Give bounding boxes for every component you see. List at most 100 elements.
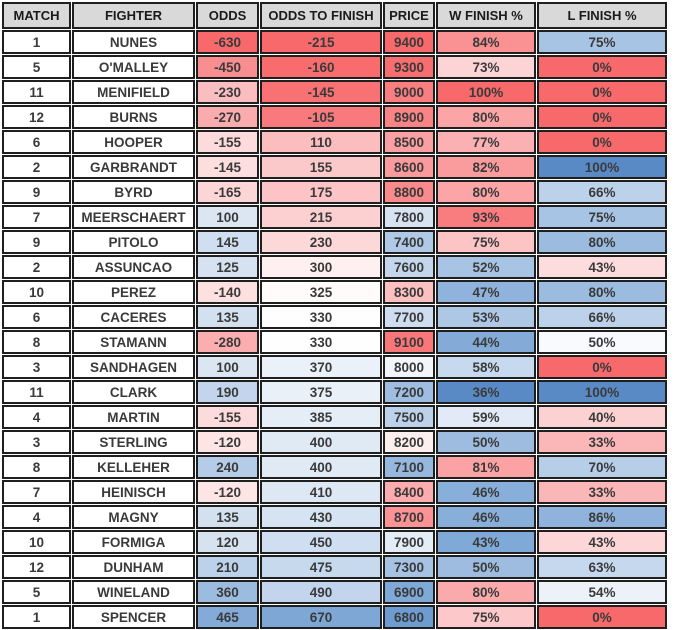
cell-odds[interactable]: -450 [196,55,259,79]
cell-odds[interactable]: -230 [196,80,259,104]
cell-fighter[interactable]: FORMIGA [72,530,195,554]
cell-w_finish[interactable]: 81% [436,455,536,479]
cell-w_finish[interactable]: 82% [436,155,536,179]
column-header-l_finish[interactable]: L FINISH % [537,2,667,29]
cell-l_finish[interactable]: 33% [537,480,667,504]
cell-match[interactable]: 3 [2,355,71,379]
cell-fighter[interactable]: KELLEHER [72,455,195,479]
cell-odds_to_finish[interactable]: 375 [260,380,382,404]
cell-odds[interactable]: 145 [196,230,259,254]
cell-match[interactable]: 6 [2,130,71,154]
cell-w_finish[interactable]: 46% [436,505,536,529]
cell-odds_to_finish[interactable]: 325 [260,280,382,304]
cell-match[interactable]: 8 [2,330,71,354]
cell-price[interactable]: 8000 [383,355,435,379]
cell-l_finish[interactable]: 0% [537,605,667,629]
cell-odds[interactable]: -140 [196,280,259,304]
cell-price[interactable]: 8700 [383,505,435,529]
cell-fighter[interactable]: STERLING [72,430,195,454]
cell-price[interactable]: 7100 [383,455,435,479]
cell-match[interactable]: 1 [2,30,71,54]
cell-fighter[interactable]: PEREZ [72,280,195,304]
cell-l_finish[interactable]: 100% [537,155,667,179]
cell-fighter[interactable]: ASSUNCAO [72,255,195,279]
cell-fighter[interactable]: BURNS [72,105,195,129]
cell-w_finish[interactable]: 84% [436,30,536,54]
cell-match[interactable]: 4 [2,505,71,529]
cell-match[interactable]: 6 [2,305,71,329]
cell-odds_to_finish[interactable]: 670 [260,605,382,629]
column-header-match[interactable]: MATCH [2,2,71,29]
cell-l_finish[interactable]: 80% [537,230,667,254]
cell-odds[interactable]: -280 [196,330,259,354]
cell-price[interactable]: 9400 [383,30,435,54]
cell-odds_to_finish[interactable]: 155 [260,155,382,179]
cell-odds_to_finish[interactable]: 215 [260,205,382,229]
cell-fighter[interactable]: SANDHAGEN [72,355,195,379]
cell-fighter[interactable]: GARBRANDT [72,155,195,179]
cell-w_finish[interactable]: 59% [436,405,536,429]
cell-odds_to_finish[interactable]: 385 [260,405,382,429]
cell-odds_to_finish[interactable]: -145 [260,80,382,104]
cell-w_finish[interactable]: 73% [436,55,536,79]
cell-odds[interactable]: -120 [196,480,259,504]
cell-l_finish[interactable]: 75% [537,30,667,54]
cell-fighter[interactable]: SPENCER [72,605,195,629]
cell-odds[interactable]: -145 [196,155,259,179]
cell-odds[interactable]: 465 [196,605,259,629]
cell-odds_to_finish[interactable]: 430 [260,505,382,529]
cell-odds_to_finish[interactable]: 400 [260,430,382,454]
cell-l_finish[interactable]: 75% [537,205,667,229]
cell-price[interactable]: 7700 [383,305,435,329]
cell-fighter[interactable]: NUNES [72,30,195,54]
cell-fighter[interactable]: PITOLO [72,230,195,254]
cell-odds[interactable]: -120 [196,430,259,454]
cell-fighter[interactable]: BYRD [72,180,195,204]
cell-match[interactable]: 5 [2,55,71,79]
cell-odds_to_finish[interactable]: 370 [260,355,382,379]
cell-w_finish[interactable]: 80% [436,180,536,204]
cell-odds_to_finish[interactable]: 450 [260,530,382,554]
cell-price[interactable]: 9000 [383,80,435,104]
cell-match[interactable]: 2 [2,155,71,179]
cell-price[interactable]: 9300 [383,55,435,79]
column-header-odds_to_finish[interactable]: ODDS TO FINISH [260,2,382,29]
cell-price[interactable]: 8500 [383,130,435,154]
cell-match[interactable]: 5 [2,580,71,604]
cell-fighter[interactable]: HEINISCH [72,480,195,504]
cell-odds[interactable]: 190 [196,380,259,404]
cell-fighter[interactable]: STAMANN [72,330,195,354]
cell-match[interactable]: 7 [2,480,71,504]
cell-w_finish[interactable]: 77% [436,130,536,154]
cell-l_finish[interactable]: 86% [537,505,667,529]
cell-l_finish[interactable]: 50% [537,330,667,354]
cell-l_finish[interactable]: 70% [537,455,667,479]
cell-odds[interactable]: -155 [196,130,259,154]
cell-w_finish[interactable]: 80% [436,580,536,604]
cell-price[interactable]: 7800 [383,205,435,229]
cell-odds_to_finish[interactable]: 330 [260,305,382,329]
cell-w_finish[interactable]: 75% [436,230,536,254]
cell-odds_to_finish[interactable]: 300 [260,255,382,279]
cell-l_finish[interactable]: 0% [537,55,667,79]
cell-fighter[interactable]: MAGNY [72,505,195,529]
cell-price[interactable]: 8600 [383,155,435,179]
cell-odds[interactable]: 135 [196,305,259,329]
cell-price[interactable]: 8800 [383,180,435,204]
cell-w_finish[interactable]: 36% [436,380,536,404]
column-header-fighter[interactable]: FIGHTER [72,2,195,29]
cell-fighter[interactable]: DUNHAM [72,555,195,579]
cell-match[interactable]: 1 [2,605,71,629]
cell-odds_to_finish[interactable]: -160 [260,55,382,79]
cell-odds_to_finish[interactable]: 110 [260,130,382,154]
cell-price[interactable]: 7400 [383,230,435,254]
cell-l_finish[interactable]: 43% [537,255,667,279]
cell-l_finish[interactable]: 0% [537,105,667,129]
cell-w_finish[interactable]: 100% [436,80,536,104]
cell-fighter[interactable]: CACERES [72,305,195,329]
cell-match[interactable]: 4 [2,405,71,429]
cell-odds[interactable]: -155 [196,405,259,429]
cell-l_finish[interactable]: 0% [537,80,667,104]
cell-odds[interactable]: 240 [196,455,259,479]
cell-odds_to_finish[interactable]: 330 [260,330,382,354]
